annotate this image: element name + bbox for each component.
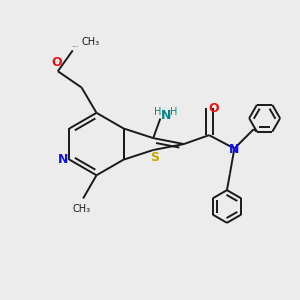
Text: H: H	[154, 107, 162, 117]
Text: S: S	[150, 151, 159, 164]
Text: N: N	[229, 142, 240, 156]
Text: O: O	[208, 102, 219, 115]
Text: N: N	[160, 109, 171, 122]
Text: O: O	[51, 56, 62, 69]
Text: CH₃: CH₃	[73, 204, 91, 214]
Text: H: H	[170, 107, 177, 117]
Text: N: N	[58, 153, 68, 166]
Text: methoxy: methoxy	[73, 46, 79, 47]
Text: CH₃: CH₃	[82, 38, 100, 47]
